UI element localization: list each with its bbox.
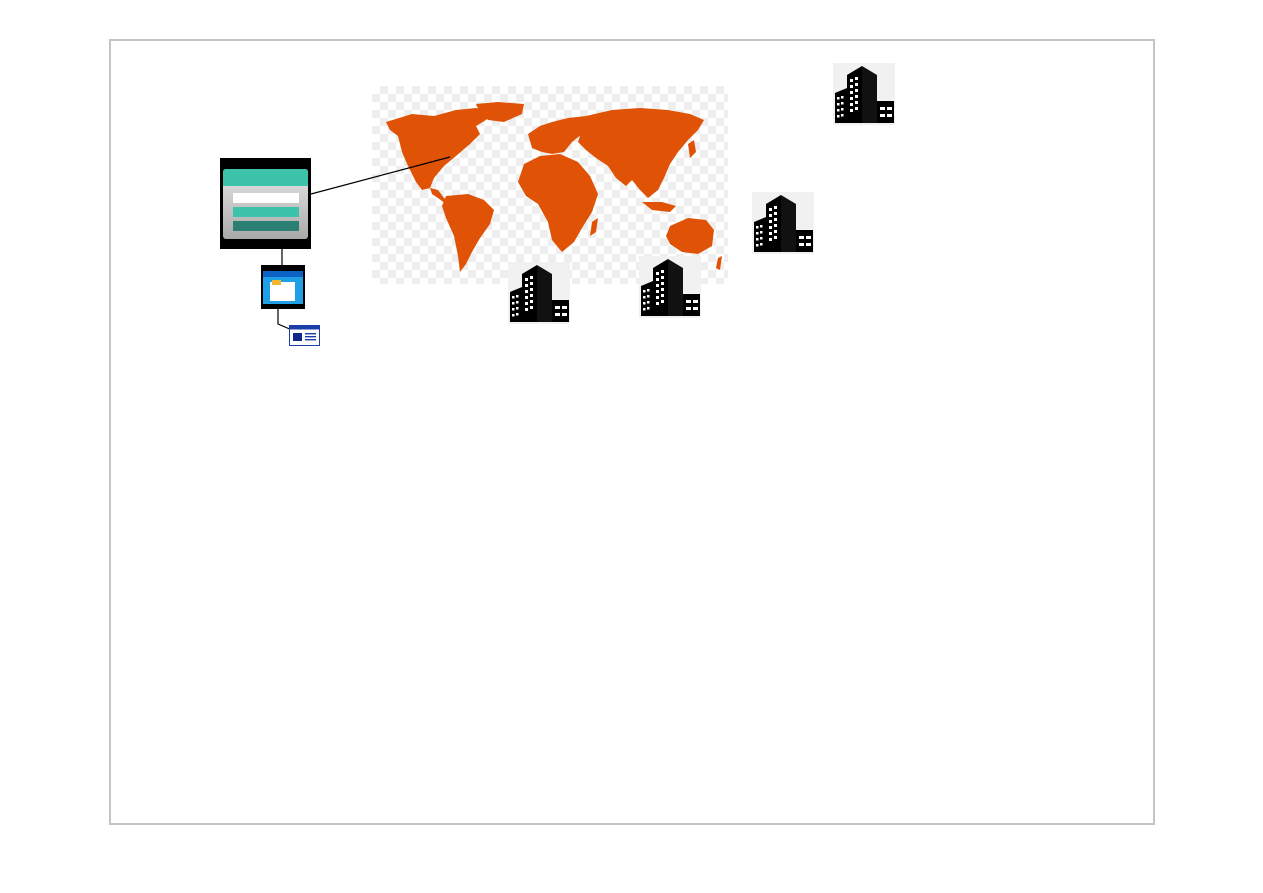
office-building-icon: [833, 63, 895, 125]
building-graphic: [835, 66, 894, 123]
office-building-icon: [508, 262, 570, 324]
web-app-graphic: [223, 169, 308, 239]
app-window-graphic: [263, 271, 303, 304]
contact-card-graphic: [289, 325, 320, 346]
app-window-icon: [261, 265, 305, 309]
contact-card-icon: [289, 325, 320, 346]
madagascar-shape: [590, 218, 598, 236]
office-building-icon: [639, 256, 701, 318]
world-map-graphic: [386, 102, 722, 272]
web-app-icon: [220, 158, 311, 249]
europe-shape: [528, 116, 590, 154]
building-graphic: [510, 265, 569, 322]
indonesia-shape: [642, 202, 676, 212]
asia-shape: [578, 108, 704, 198]
africa-shape: [518, 154, 598, 252]
australia-shape: [666, 218, 714, 254]
building-graphic: [754, 195, 813, 252]
world-map-icon: [372, 86, 728, 284]
greenland-shape: [476, 102, 524, 122]
north-america-shape: [386, 108, 492, 190]
office-building-icon: [752, 192, 814, 254]
new-zealand-shape: [716, 256, 722, 270]
south-america-shape: [442, 194, 494, 272]
building-graphic: [641, 259, 700, 316]
japan-shape: [688, 140, 696, 158]
